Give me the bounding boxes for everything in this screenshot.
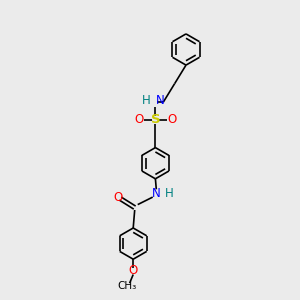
Text: S: S — [151, 113, 160, 126]
Text: O: O — [114, 190, 123, 204]
Text: O: O — [167, 113, 176, 126]
Text: N: N — [155, 94, 164, 107]
Text: H: H — [164, 187, 173, 200]
Text: H: H — [142, 94, 150, 107]
Text: N: N — [152, 187, 161, 200]
Text: O: O — [129, 264, 138, 277]
Text: CH₃: CH₃ — [117, 281, 136, 291]
Text: O: O — [134, 113, 143, 126]
